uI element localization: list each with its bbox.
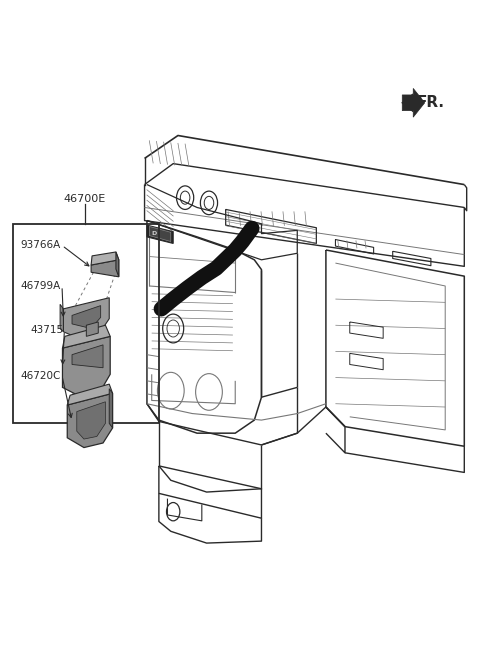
Polygon shape (72, 345, 103, 368)
Bar (13, 224, 159, 423)
Polygon shape (62, 336, 110, 397)
Polygon shape (67, 394, 113, 447)
Polygon shape (147, 225, 173, 244)
Polygon shape (91, 252, 119, 265)
Text: 46799A: 46799A (21, 281, 61, 291)
Polygon shape (60, 304, 63, 332)
Polygon shape (402, 89, 425, 117)
Polygon shape (72, 306, 101, 328)
Text: 93766A: 93766A (21, 240, 61, 250)
Polygon shape (67, 384, 113, 405)
Polygon shape (109, 389, 113, 428)
Polygon shape (63, 298, 109, 342)
Polygon shape (91, 260, 119, 277)
Text: 46700E: 46700E (64, 194, 106, 204)
Text: FR.: FR. (417, 95, 444, 110)
Polygon shape (116, 252, 119, 277)
Text: 43715: 43715 (30, 325, 63, 336)
Text: D: D (152, 231, 157, 236)
Text: 46720C: 46720C (21, 371, 61, 380)
Polygon shape (149, 227, 171, 242)
Polygon shape (62, 325, 110, 348)
Polygon shape (86, 322, 98, 336)
Polygon shape (77, 402, 106, 439)
